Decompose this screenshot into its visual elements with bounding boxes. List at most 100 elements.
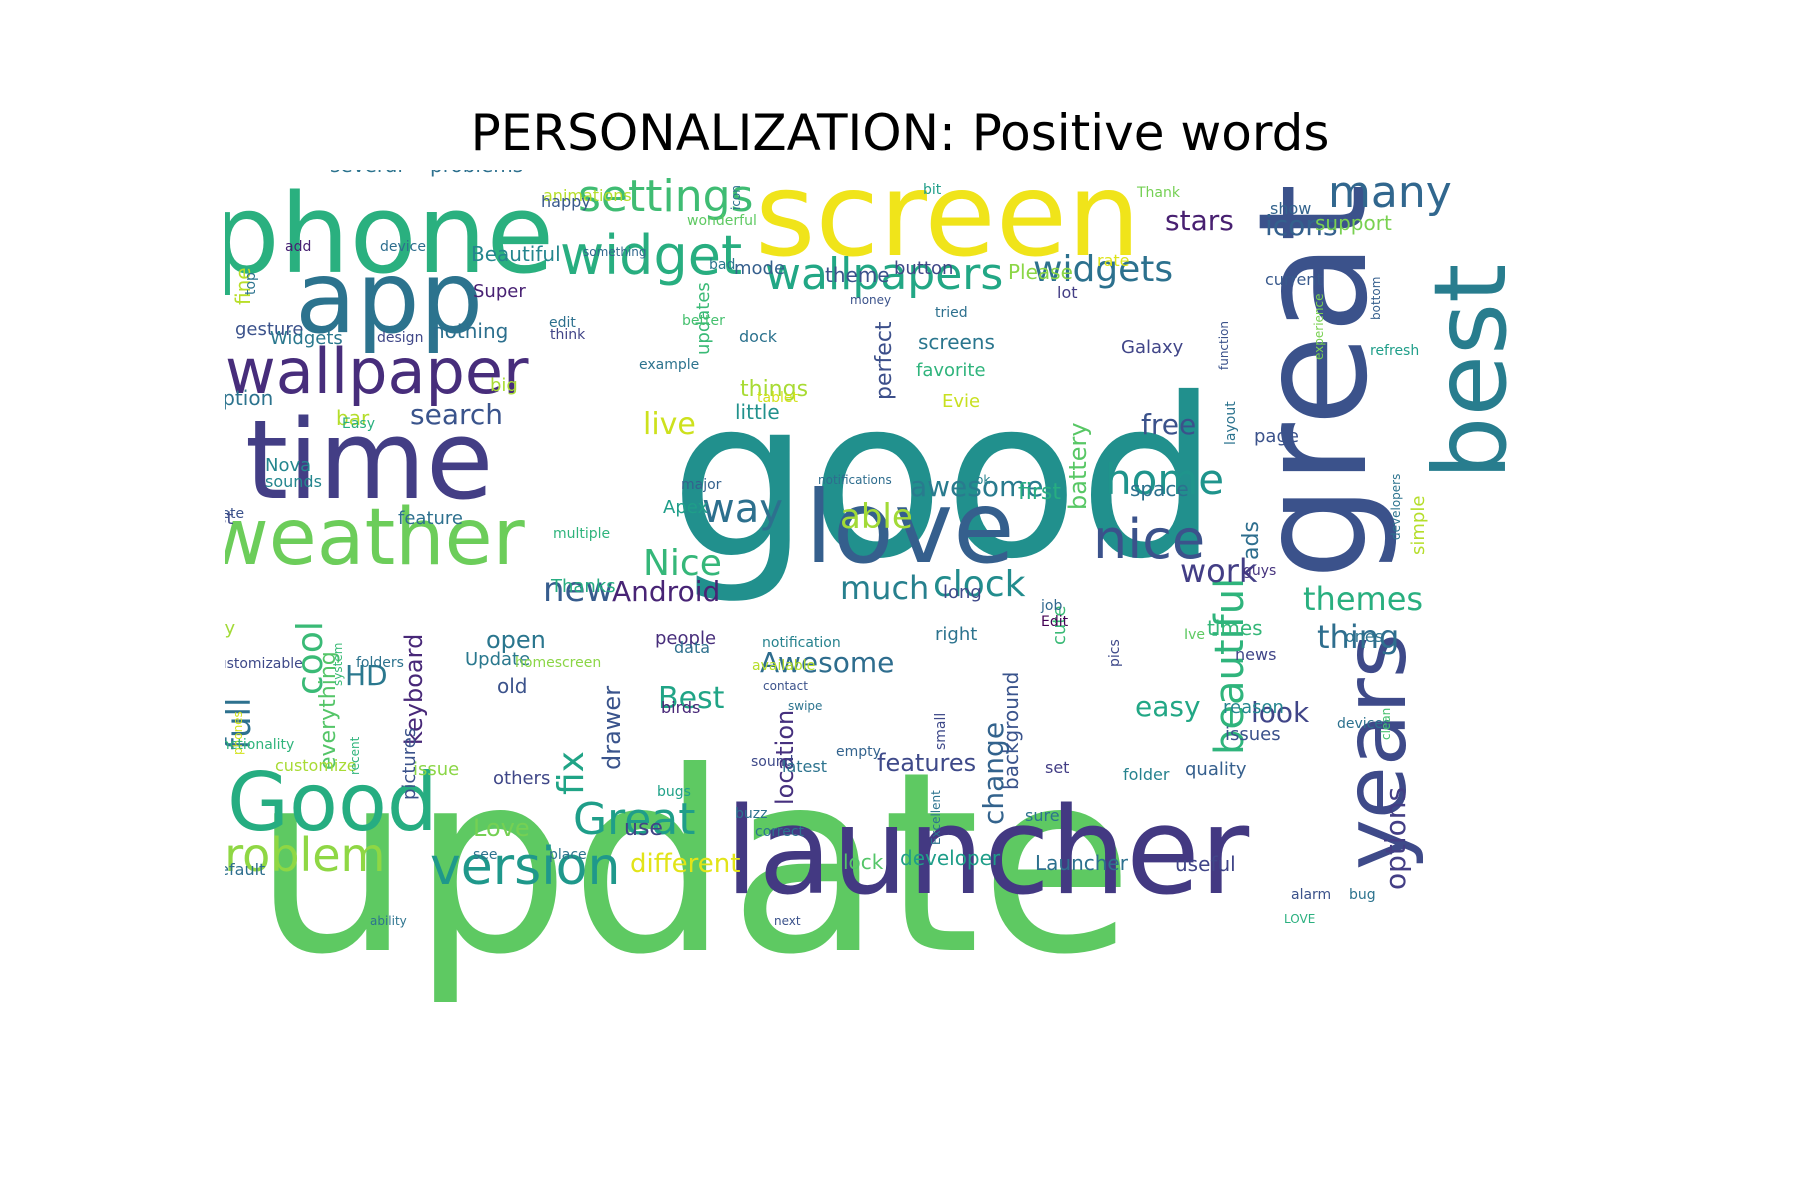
word-wallpapers-16: wallpapers [765, 249, 1003, 300]
word-clock-29: clock [933, 564, 1026, 605]
word-super-93: Super [473, 281, 526, 302]
word-ability-195: ability [370, 914, 407, 928]
word-default-111: default [225, 860, 265, 879]
word-apex-101: Apex [663, 497, 708, 518]
word-live-47: live [643, 407, 696, 442]
word-small-122: small [933, 713, 949, 750]
word-latest-187: latest [782, 757, 827, 776]
word-news-128: news [1235, 645, 1276, 664]
word-love-60: Love [473, 814, 530, 842]
word-matter-150: matter [1151, 170, 1199, 171]
word-full-42: full [225, 698, 259, 750]
word-screen-2: screen [755, 170, 1141, 283]
word-day-90: day [225, 618, 235, 639]
word-love-199: LOVE [1284, 912, 1315, 926]
word-contact-178: contact [763, 679, 808, 693]
word-edit-126: Edit [1041, 614, 1069, 630]
word-weather-10: weather [225, 493, 526, 583]
word-things-65: things [740, 377, 808, 402]
word-much-33: much [840, 569, 929, 607]
word-sound-133: sound [751, 754, 794, 770]
word-version-17: version [430, 837, 620, 897]
word-love-7: love [805, 469, 1015, 586]
word-money-157: money [850, 293, 891, 307]
word-issue-104: issue [413, 759, 459, 780]
word-multiple-134: multiple [553, 526, 610, 542]
word-great-23: Great [573, 794, 696, 845]
word-icon-149: icon [729, 185, 743, 210]
word-ones-131: ones [1345, 627, 1383, 646]
word-way-26: way [702, 486, 783, 532]
word-settings-18: settings [578, 171, 753, 222]
word-device-143: device [380, 239, 426, 255]
word-something-156: something [583, 245, 647, 259]
word-search-48: search [410, 398, 503, 431]
word-good-11: Good [227, 756, 438, 849]
word-awesome-40: Awesome [760, 646, 894, 679]
word-best-41: Best [658, 681, 725, 716]
word-drawer-51: drawer [598, 686, 626, 770]
word-experience-167: experience [1312, 293, 1326, 360]
word-developer-107: developer [900, 846, 1001, 870]
word-folder-123: folder [1123, 765, 1170, 784]
word-see-191: see [473, 847, 498, 863]
word-easy-45: easy [1135, 690, 1201, 723]
word-cloud: good update screen phone launcher time great lo… [225, 170, 1605, 1020]
word-button-82: button [894, 258, 953, 279]
word-theme-77: theme [825, 263, 890, 287]
word-sounds-88: sounds [265, 472, 322, 491]
word-useful-109: useful [1175, 852, 1236, 876]
word-developers-169: developers [1389, 474, 1403, 540]
word-delete-135: delete [225, 506, 244, 522]
word-launcher-4: launcher [725, 783, 1250, 922]
word-rate-154: rate [1097, 251, 1130, 270]
word-thanks-102: Thanks [550, 576, 616, 597]
word-different-58: different [630, 849, 740, 879]
word-many-19: many [1328, 170, 1452, 218]
word-look-46: look [1251, 696, 1310, 729]
word-best-9: best [1412, 264, 1529, 480]
word-people-119: people [655, 628, 716, 649]
word-please-74: Please [1008, 260, 1073, 284]
word-recent-194: recent [348, 736, 362, 775]
word-dock-138: dock [739, 327, 778, 346]
word-updates-79: updates [693, 282, 714, 355]
word-option-76: option [225, 386, 273, 410]
word-first-62: first [1018, 480, 1061, 505]
word-long-100: long [943, 582, 982, 603]
word-place-192: place [549, 847, 587, 863]
chart-title: PERSONALIZATION: Positive words [470, 104, 1330, 162]
word-keyboard-52: keyboard [400, 634, 428, 745]
word-last-85: last [225, 508, 233, 529]
word-devices-129: devices [1337, 716, 1390, 732]
word-great-6: great [1227, 183, 1401, 580]
word-ok-172: ok [976, 473, 990, 487]
word-job-125: job [1040, 598, 1062, 614]
word-bugs-124: bugs [657, 784, 691, 800]
word-themes-37: themes [1303, 580, 1423, 618]
word-refresh-170: refresh [1370, 343, 1419, 359]
word-gesture-81: gesture [235, 319, 303, 340]
word-right-99: right [935, 624, 977, 645]
word-excellent-190: Excellent [929, 790, 943, 845]
word-new-25: new [543, 570, 613, 610]
word-app-8: app [295, 239, 483, 356]
word-wonderful-147: wonderful [687, 213, 757, 229]
word-space-75: space [1130, 477, 1189, 501]
word-icons-44: icons [1265, 209, 1338, 242]
word-notifications-171: notifications [818, 473, 892, 487]
word-buzz-188: buzz [735, 806, 767, 822]
word-available-177: available [752, 658, 815, 674]
word-hd-55: HD [345, 659, 388, 692]
word-animations-145: animations [543, 186, 632, 205]
word-others-103: others [493, 768, 550, 789]
word-correct-189: correct [755, 824, 805, 840]
word-beautiful-70: Beautiful [471, 242, 561, 266]
word-next-196: next [774, 914, 801, 928]
word-nice-15: nice [1093, 508, 1205, 571]
word-times-113: times [1207, 616, 1263, 640]
word-widget-14: widget [560, 224, 742, 287]
word-awesome-35: awesome [910, 470, 1044, 503]
word-clean-186: clean [1379, 708, 1393, 740]
